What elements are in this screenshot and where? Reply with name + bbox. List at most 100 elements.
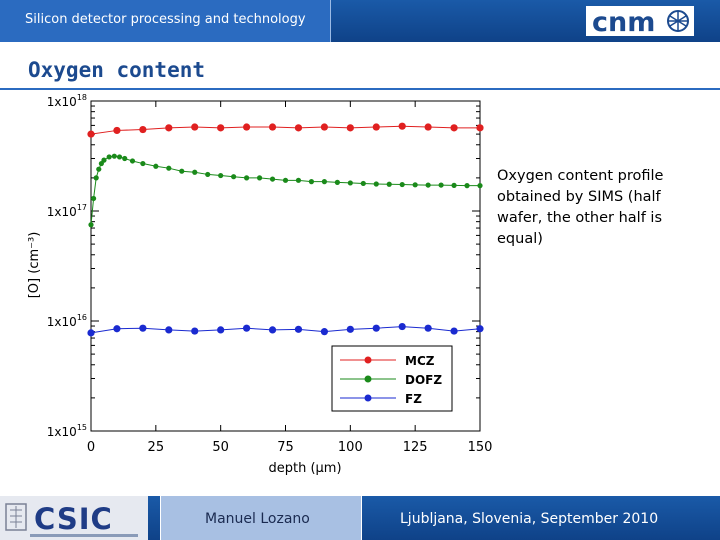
y-tick-label: 1x1016 [47,313,87,329]
data-point [116,154,123,160]
data-point [346,124,354,132]
data-point [129,158,136,164]
legend-marker [364,356,372,364]
data-point [140,160,146,167]
data-point [295,177,302,183]
data-point [321,179,327,185]
data-point [320,328,328,336]
series-line [90,155,480,225]
data-point [179,168,185,174]
data-point [425,182,431,188]
data-point [386,181,392,187]
data-point [334,179,340,185]
data-point [438,182,444,188]
series-line [90,326,481,334]
data-point [398,322,406,331]
data-point [87,130,95,138]
slide-title: Oxygen content [28,58,206,82]
x-ticks: 0 25 50 75 100 125 150 [87,101,493,455]
y-ticks: 1x1015 1x1016 1x1017 1x1018 [47,93,480,439]
data-point [88,222,94,228]
data-point [268,326,277,334]
data-point [139,125,147,134]
data-point [218,172,224,179]
data-point [269,176,276,182]
cnm-logo-text: cnm [592,7,655,36]
x-tick-label: 75 [277,440,294,455]
y-tick-label: 1x1017 [47,203,87,219]
data-point [282,177,289,183]
data-point [424,324,432,332]
x-tick-label: 25 [148,440,165,455]
data-point [113,126,121,135]
oxygen-content-chart: 0 25 50 75 100 125 150 1x10151x10161x10171x101… [27,93,493,476]
csic-logo-text: CSIC [34,502,113,536]
data-point [165,124,173,132]
data-point [217,124,225,132]
legend-entry-dofz: DOFZ [340,373,442,387]
data-point [243,324,251,332]
data-point [192,169,198,175]
data-point [217,326,225,334]
legend-label: FZ [405,392,422,406]
x-tick-label: 0 [87,440,95,455]
data-point [191,123,199,131]
data-point [191,327,199,335]
data-point [111,153,117,159]
csic-seal-icon [5,503,27,531]
csic-logo-panel: CSIC [0,496,148,540]
data-point [451,182,457,188]
data-point [256,175,263,181]
data-point [412,182,418,188]
data-point [139,324,147,332]
y-tick-label: 1x1015 [47,423,87,439]
data-point [294,124,303,132]
data-point [165,326,173,334]
series-line [90,125,480,135]
data-point [308,179,315,185]
data-point [476,325,484,333]
csic-logo-subline [30,534,138,537]
header-bar: Silicon detector processing and technolo… [0,0,720,42]
data-point [106,154,112,160]
data-point [398,122,406,130]
data-point [243,123,251,131]
cnm-logo-icon: cnm [586,6,694,36]
x-tick-label: 100 [338,440,363,455]
series-dofz [88,153,483,228]
legend-entry-fz: FZ [340,392,422,406]
data-point [87,329,95,337]
footer-bar: CSIC Manuel Lozano Ljubljana, Slovenia, … [0,496,720,540]
legend-label: DOFZ [405,373,442,387]
data-point [372,324,380,332]
data-point [93,175,99,181]
title-rule [0,88,720,90]
legend-entry-mcz: MCZ [340,354,435,368]
data-point [372,123,380,131]
y-axis-label: [O] (cm⁻³) [27,232,42,299]
header-title-panel: Silicon detector processing and technolo… [0,0,331,42]
data-point [113,325,121,333]
data-point [166,165,172,171]
x-tick-label: 150 [468,440,493,455]
legend-label: MCZ [405,354,435,368]
data-point [320,123,328,131]
author-name: Manuel Lozano [205,511,310,527]
data-point [347,180,353,186]
venue-date: Ljubljana, Slovenia, September 2010 [400,511,659,527]
data-point [90,195,97,202]
data-point [450,124,458,132]
data-point [153,163,159,169]
x-tick-label: 125 [403,440,428,455]
data-point [101,157,107,163]
series-layer [87,122,484,337]
series-mcz [87,122,484,138]
data-point [96,166,102,172]
data-point [244,175,250,181]
legend-marker [364,394,372,402]
series-fz [87,322,484,337]
x-tick-label: 50 [212,440,229,455]
data-point [360,180,366,187]
data-point [268,123,277,131]
data-point [399,181,405,188]
